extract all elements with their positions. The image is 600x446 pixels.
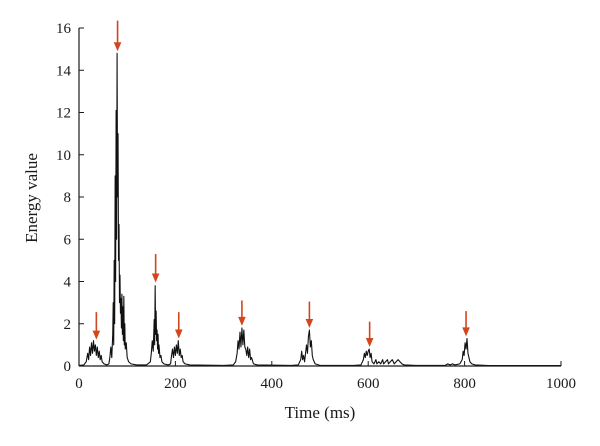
annotation-layer (92, 20, 470, 347)
y-tick-label: 10 (56, 148, 71, 164)
y-tick-label: 16 (56, 21, 72, 37)
y-tick-label: 4 (64, 275, 72, 291)
peak-arrow (462, 311, 470, 337)
x-axis-title: Time (ms) (285, 403, 356, 422)
peak-arrow (92, 312, 101, 340)
peak-arrow (151, 254, 160, 283)
axes (78, 28, 561, 367)
x-tick-label: 0 (75, 376, 83, 392)
y-axis-title: Energy value (22, 153, 41, 243)
peak-arrow (113, 20, 122, 52)
peak-arrow (174, 312, 183, 339)
x-tick-label: 1000 (546, 376, 576, 392)
peak-arrow (305, 301, 314, 328)
peak-arrow (365, 321, 374, 347)
x-tick-label: 200 (164, 376, 187, 392)
y-tick-label: 8 (64, 190, 72, 206)
y-tick-label: 14 (56, 63, 72, 79)
y-tick-label: 12 (56, 106, 71, 122)
x-tick-label: 800 (453, 376, 476, 392)
y-tick-label: 6 (64, 232, 72, 248)
x-tick-label: 400 (261, 376, 284, 392)
ticks: 0 200 400 600 800 1000 0 2 4 6 8 10 12 14 16 (56, 21, 576, 392)
x-tick-label: 600 (357, 376, 380, 392)
y-tick-label: 0 (64, 359, 72, 375)
peak-arrow (238, 300, 246, 326)
plot-area (78, 52, 561, 367)
series-line (78, 52, 561, 367)
y-tick-label: 2 (64, 317, 72, 333)
